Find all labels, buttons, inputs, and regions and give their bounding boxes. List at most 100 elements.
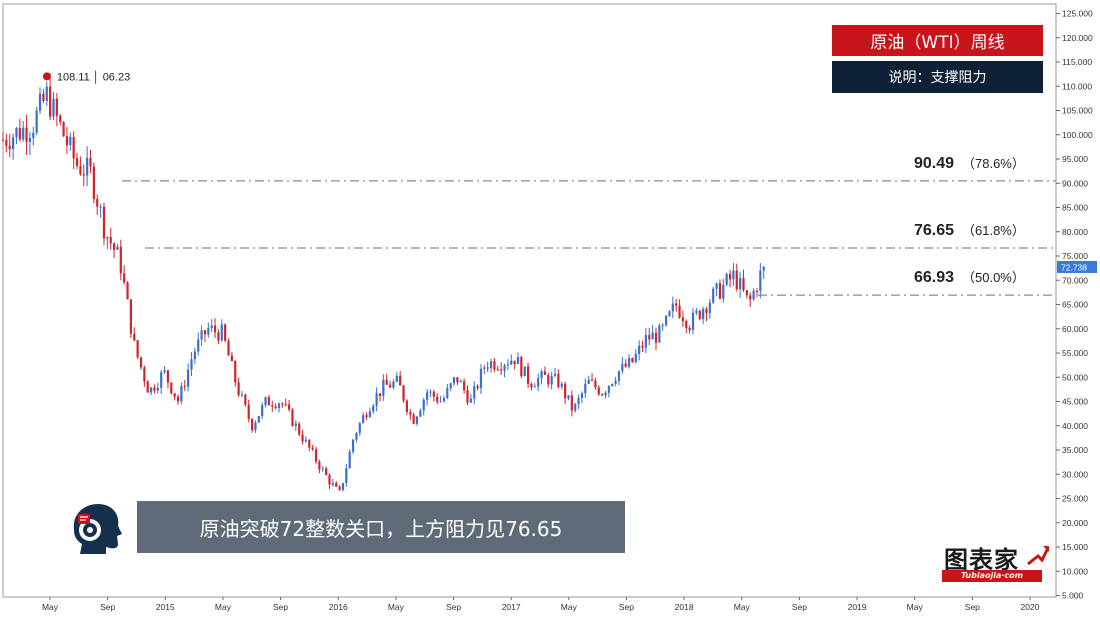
candlestick[interactable] (129, 299, 133, 339)
candlestick[interactable] (183, 380, 186, 391)
candlestick[interactable] (92, 162, 95, 204)
candlestick[interactable] (96, 194, 99, 216)
candlestick[interactable] (483, 364, 486, 375)
candlestick[interactable] (712, 286, 715, 304)
candlestick[interactable] (308, 439, 311, 452)
candlestick[interactable] (493, 358, 496, 373)
candlestick[interactable] (557, 369, 560, 389)
candlestick[interactable] (681, 310, 685, 327)
candlestick[interactable] (234, 359, 237, 387)
candlestick[interactable] (267, 394, 271, 406)
candlestick[interactable] (409, 409, 412, 420)
candlestick[interactable] (314, 446, 318, 465)
candlestick[interactable] (365, 412, 368, 420)
candlestick[interactable] (641, 340, 644, 352)
candlestick[interactable] (176, 394, 180, 405)
candlestick[interactable] (338, 485, 341, 492)
candlestick[interactable] (651, 324, 654, 340)
candlestick[interactable] (35, 106, 38, 136)
candlestick[interactable] (698, 309, 701, 321)
candlestick[interactable] (570, 390, 573, 417)
candlestick[interactable] (742, 269, 745, 292)
candlestick[interactable] (362, 412, 365, 424)
candlestick[interactable] (8, 133, 11, 158)
candlestick[interactable] (638, 340, 641, 361)
candlestick[interactable] (82, 164, 85, 187)
candlestick[interactable] (405, 399, 409, 416)
candlestick[interactable] (489, 358, 493, 373)
candlestick[interactable] (550, 371, 553, 390)
candlestick[interactable] (452, 376, 456, 387)
candlestick[interactable] (722, 278, 725, 303)
candlestick[interactable] (691, 308, 695, 335)
candlestick[interactable] (496, 365, 499, 372)
candlestick[interactable] (335, 480, 338, 488)
candlestick[interactable] (648, 328, 651, 346)
candlestick[interactable] (543, 366, 547, 376)
candlestick[interactable] (702, 306, 705, 324)
candlestick[interactable] (574, 402, 577, 413)
candlestick[interactable] (627, 354, 631, 369)
candlestick[interactable] (49, 73, 52, 121)
candlestick[interactable] (399, 371, 402, 386)
candlestick[interactable] (368, 407, 371, 418)
candlestick[interactable] (328, 473, 331, 489)
candlestick[interactable] (217, 329, 220, 345)
candlestick[interactable] (429, 389, 432, 398)
candlestick[interactable] (732, 262, 735, 287)
candlestick[interactable] (506, 359, 509, 370)
candlestick[interactable] (675, 298, 678, 312)
candlestick[interactable] (614, 376, 617, 387)
candlestick[interactable] (207, 322, 210, 338)
candlestick[interactable] (664, 315, 668, 327)
candlestick[interactable] (553, 367, 557, 378)
candlestick[interactable] (271, 400, 274, 412)
candlestick[interactable] (577, 394, 580, 410)
candlestick[interactable] (123, 265, 126, 285)
candlestick[interactable] (412, 412, 415, 425)
candlestick[interactable] (318, 459, 321, 474)
candlestick[interactable] (180, 382, 183, 405)
candlestick[interactable] (109, 227, 112, 250)
candlestick[interactable] (210, 319, 213, 333)
candlestick[interactable] (668, 310, 671, 317)
candlestick[interactable] (533, 383, 536, 388)
candlestick[interactable] (166, 369, 170, 389)
candlestick[interactable] (351, 438, 355, 455)
candlestick[interactable] (291, 408, 294, 427)
candlestick[interactable] (200, 325, 203, 347)
candlestick[interactable] (250, 418, 254, 433)
candlestick[interactable] (621, 356, 624, 374)
candlestick[interactable] (173, 393, 176, 401)
candlestick[interactable] (190, 352, 193, 377)
candlestick[interactable] (516, 352, 520, 365)
candlestick[interactable] (590, 373, 594, 382)
candlestick[interactable] (197, 332, 200, 356)
candlestick[interactable] (715, 282, 718, 297)
candlestick[interactable] (187, 363, 190, 392)
candlestick[interactable] (718, 279, 722, 300)
candlestick[interactable] (473, 381, 476, 405)
candlestick[interactable] (89, 149, 92, 174)
candlestick[interactable] (540, 369, 543, 385)
candlestick[interactable] (170, 382, 173, 395)
tubiaojia-logo[interactable]: 图表家 Tubiaojia·com (940, 540, 1052, 588)
candlestick[interactable] (762, 265, 765, 280)
candlestick[interactable] (86, 146, 89, 187)
candlestick[interactable] (749, 292, 752, 308)
candlestick[interactable] (446, 383, 449, 400)
candlestick[interactable] (735, 263, 738, 292)
candlestick[interactable] (79, 156, 82, 176)
candlestick[interactable] (382, 374, 385, 401)
candlestick[interactable] (587, 375, 590, 385)
candlestick[interactable] (385, 373, 388, 385)
candlestick[interactable] (146, 380, 149, 393)
candlestick[interactable] (392, 379, 395, 390)
candlestick[interactable] (274, 403, 277, 410)
candlestick[interactable] (11, 133, 15, 160)
candlestick[interactable] (163, 366, 166, 375)
candlestick[interactable] (298, 421, 301, 437)
candlestick[interactable] (419, 408, 422, 418)
candlestick[interactable] (426, 389, 429, 406)
candlestick[interactable] (321, 465, 324, 472)
